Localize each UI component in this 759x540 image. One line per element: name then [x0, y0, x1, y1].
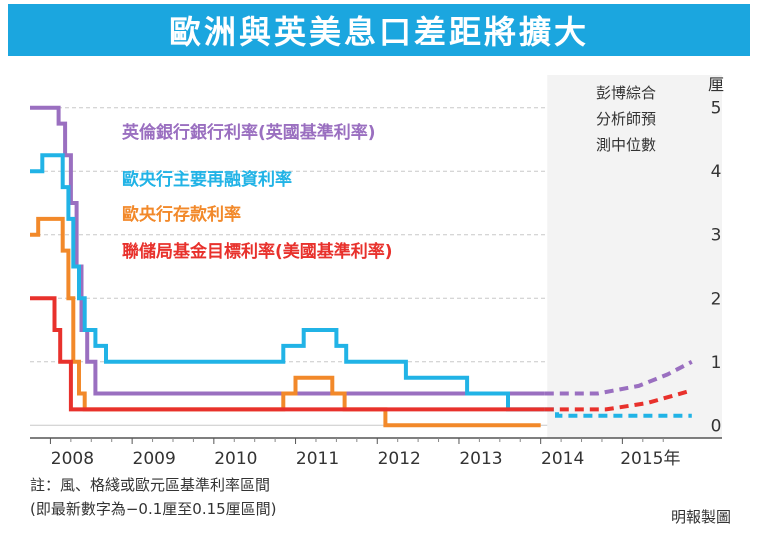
- legend-entry: 聯儲局基金目標利率(美國基準利率): [122, 241, 393, 262]
- forecast-note-line: 測中位數: [596, 136, 656, 154]
- series-line: [30, 105, 545, 396]
- legend-entry: 英倫銀行銀行利率(英國基準利率): [122, 122, 376, 143]
- y-unit-label: 厘: [708, 75, 724, 94]
- x-tick-label: 2015年: [620, 449, 680, 469]
- forecast-shade: [547, 75, 722, 438]
- x-tick-label: 2010: [214, 449, 257, 469]
- y-tick-label: 5: [711, 99, 722, 119]
- y-tick-label: 1: [711, 353, 722, 373]
- y-tick-label: 4: [711, 162, 722, 182]
- y-axis: 0 1 2 3 4 5 厘: [708, 75, 724, 436]
- x-tick-label: 2011: [296, 449, 339, 469]
- footnote-line-1: 註：風、格綫或歐元區基準利率區間: [30, 476, 271, 494]
- legend-entry: 歐央行存款利率: [122, 204, 241, 225]
- credit: 明報製圖: [670, 508, 731, 526]
- series-forecast-line: [544, 360, 693, 396]
- x-tick-label: 2009: [133, 449, 176, 469]
- y-tick-label: 3: [711, 226, 722, 246]
- x-tick-label: 2008: [51, 449, 94, 469]
- x-tick-label: 2013: [459, 449, 502, 469]
- x-tick-label: 2014: [541, 449, 584, 469]
- series-line: [30, 216, 541, 428]
- legend: 英倫銀行銀行利率(英國基準利率) 歐央行主要再融資利率歐央行存款利率聯儲局基金目標…: [122, 122, 393, 262]
- chart-title: 歐洲與英美息口差距將擴大: [8, 4, 750, 56]
- legend-entry: 歐央行主要再融資利率: [122, 169, 292, 190]
- y-tick-label: 0: [711, 416, 722, 436]
- series-line: [30, 296, 545, 412]
- series-lines: [30, 105, 693, 428]
- series-line: [30, 153, 545, 412]
- series-forecast-line: [544, 388, 693, 412]
- footnote-line-2: (即最新數字為−0.1厘至0.15厘區間): [30, 500, 277, 518]
- x-axis: 2008 2009 2010 2011 2012 2013 2014 2015年: [30, 437, 722, 469]
- forecast-note-line: 分析師預: [596, 110, 656, 128]
- x-tick-label: 2012: [378, 449, 421, 469]
- y-tick-label: 2: [711, 289, 722, 309]
- forecast-note-line: 彭博綜合: [596, 84, 656, 102]
